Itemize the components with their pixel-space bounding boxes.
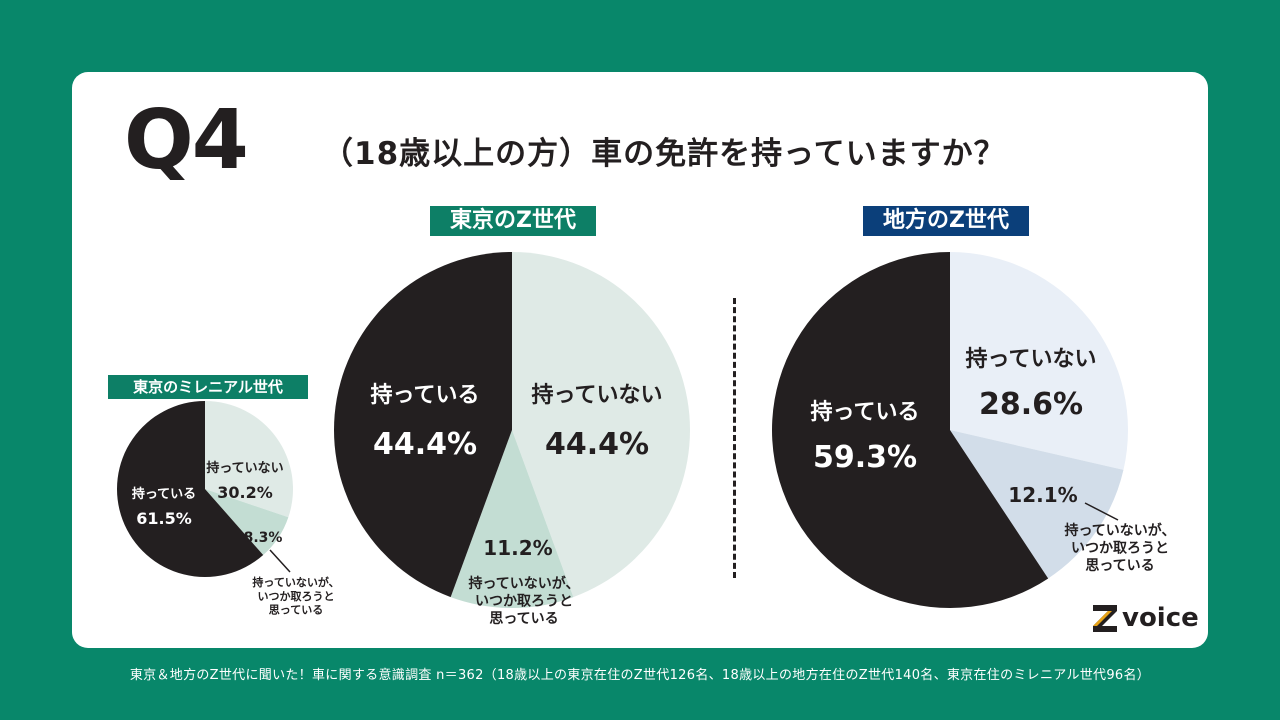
- question-number: Q4: [124, 93, 249, 188]
- slice-value: 44.4%: [545, 427, 649, 462]
- pie-slice: [116, 401, 264, 578]
- footer-note: 東京＆地方のZ世代に聞いた！車に関する意識調査 n＝362（18歳以上の東京在住…: [129, 668, 1151, 683]
- slice-value: 59.3%: [813, 440, 917, 475]
- tag-tokyo-z: 東京のZ世代: [430, 206, 596, 236]
- slice-value: 61.5%: [136, 509, 192, 528]
- slice-value: 44.4%: [373, 427, 477, 462]
- slice-value: 11.2%: [483, 536, 552, 560]
- slice-label: 持っていない: [206, 460, 283, 476]
- pie-slice: [512, 252, 690, 598]
- tag-tokyo-millennial: 東京のミレニアル世代: [108, 375, 308, 399]
- pie-slice: [334, 252, 512, 598]
- slice-label: 持っていない: [966, 347, 1097, 372]
- slice-label: 持っていないが、いつか取ろうと思っている: [468, 575, 579, 627]
- pie-slice: [205, 401, 294, 518]
- brand-name: voice: [1122, 603, 1199, 633]
- slice-label: 持っていない: [532, 383, 663, 408]
- leader-line: [1084, 502, 1119, 521]
- slice-label: 持っていないが、いつか取ろうと思っている: [1064, 522, 1175, 574]
- pie-tokyo-z: 持っていない 44.4% 持っている 44.4% 11.2% 持っていないが、いつか取ろう…: [334, 252, 690, 627]
- divider-line: [733, 298, 736, 578]
- slice-value: 12.1%: [1008, 483, 1077, 507]
- question-text: （18歳以上の方）車の免許を持っていますか？: [322, 136, 1006, 172]
- pie-slice: [772, 252, 1049, 608]
- tag-local-z: 地方のZ世代: [863, 206, 1029, 236]
- slice-label: 持っている: [371, 383, 480, 408]
- pie-slice: [205, 489, 289, 556]
- pie-tokyo-millennial: 持っていない 30.2% 持っている 61.5% 8.3% 持っていないが、いつか取ろうと…: [116, 401, 340, 617]
- pie-slice: [950, 430, 1124, 579]
- z-logo-icon: [1093, 605, 1117, 632]
- slice-value: 28.6%: [979, 387, 1083, 422]
- leader-line: [269, 549, 291, 573]
- slice-label: 持っていないが、いつか取ろうと思っている: [252, 575, 339, 617]
- pie-slice: [450, 430, 574, 608]
- slice-value: 30.2%: [217, 483, 273, 502]
- pie-local-z: 持っていない 28.6% 持っている 59.3% 12.1% 持っていないが、いつか取ろう…: [772, 252, 1176, 608]
- slice-label: 持っている: [811, 400, 920, 425]
- slice-label: 持っている: [132, 486, 196, 502]
- slice-value: 8.3%: [244, 530, 283, 546]
- pie-slice: [950, 252, 1128, 470]
- brand-logo: voice: [1092, 600, 1199, 636]
